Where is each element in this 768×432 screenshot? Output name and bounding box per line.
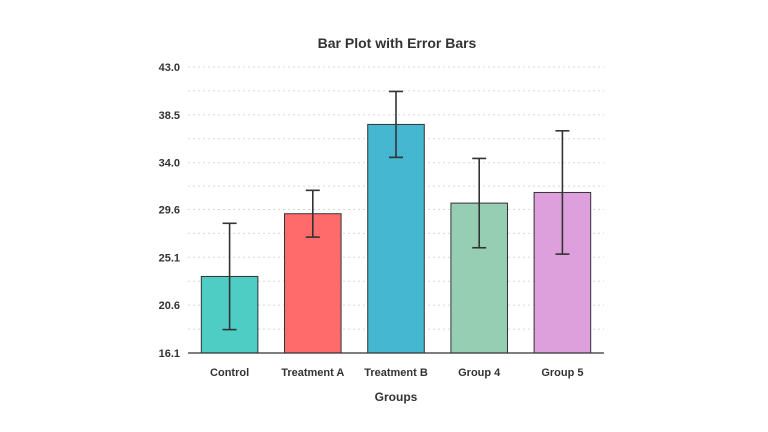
error-bars [222, 90, 570, 331]
bar-treatment-b [367, 123, 425, 354]
error-bar [305, 189, 320, 238]
x-tick-labels: Control Treatment A Treatment B Group 4 Grou… [210, 367, 583, 379]
y-tick-label: 20.6 [159, 300, 180, 312]
bars [200, 123, 592, 354]
y-tick-label: 25.1 [159, 252, 180, 264]
x-tick-label: Treatment A [281, 367, 344, 379]
chart-title: Bar Plot with Error Bars [318, 35, 477, 51]
x-tick-label: Group 4 [458, 367, 501, 379]
x-tick-label: Group 5 [541, 367, 583, 379]
y-tick-label: 38.5 [159, 110, 180, 122]
y-tick-label: 29.6 [159, 204, 180, 216]
y-tick-label: 16.1 [159, 348, 180, 360]
x-axis-label: Groups [375, 390, 418, 404]
error-bar [555, 129, 570, 255]
x-tick-label: Treatment B [364, 367, 428, 379]
y-tick-label: 43.0 [159, 62, 180, 74]
y-tick-labels: 16.1 20.6 25.1 29.6 34.0 38.5 43.0 [159, 62, 180, 360]
y-tick-label: 34.0 [159, 158, 180, 170]
error-bar [222, 222, 237, 331]
error-bar [472, 157, 487, 249]
x-tick-label: Control [210, 367, 249, 379]
error-bar [389, 90, 403, 159]
